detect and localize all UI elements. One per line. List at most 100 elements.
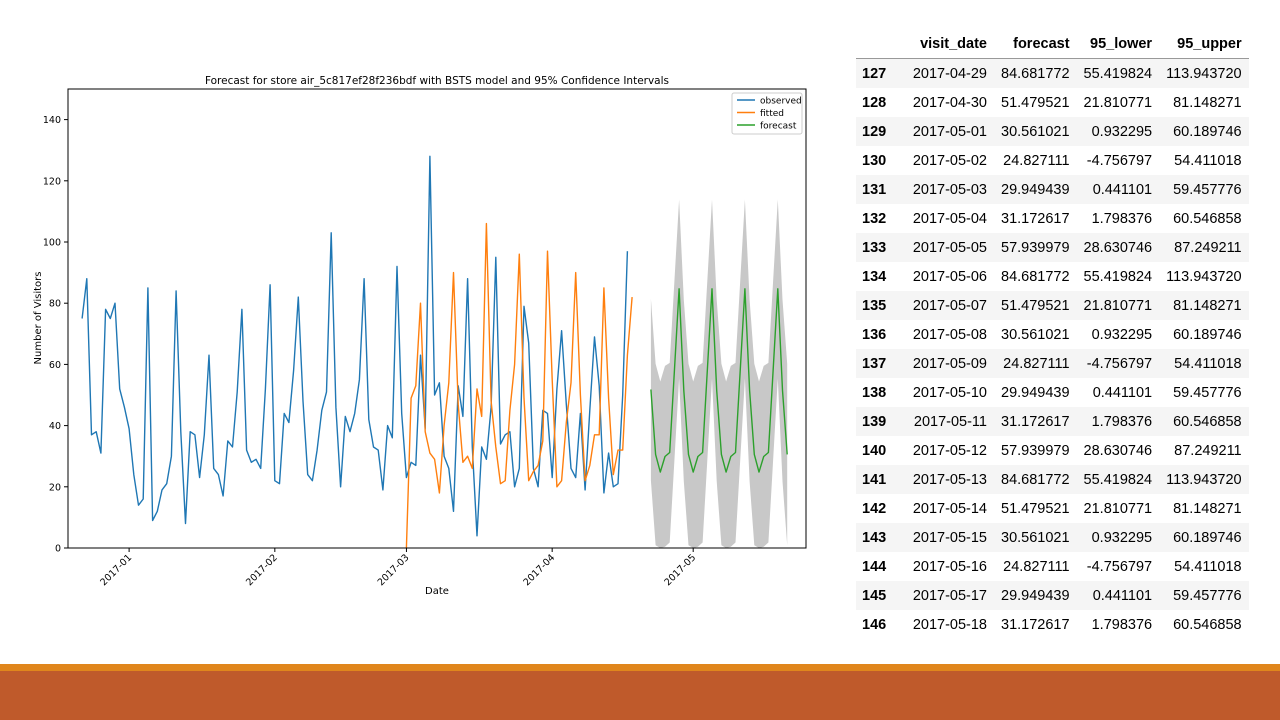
table-row: 138 2017-05-10 29.949439 0.441101 59.457776: [856, 378, 1249, 407]
legend-label-fitted: fitted: [760, 109, 784, 119]
table-row: 136 2017-05-08 30.561021 0.932295 60.189746: [856, 320, 1249, 349]
cell-95-lower: 21.810771: [1083, 500, 1153, 517]
cell-95-lower: 55.419824: [1083, 268, 1153, 285]
table-row: 143 2017-05-15 30.561021 0.932295 60.189746: [856, 523, 1249, 552]
cell-95-lower: 1.798376: [1091, 210, 1153, 227]
chart-title: Forecast for store air_5c817ef28f236bdf …: [205, 75, 669, 87]
cell-forecast: 30.561021: [1001, 326, 1070, 343]
cell-95-lower: 28.630746: [1083, 442, 1153, 459]
cell-95-lower: 0.932295: [1091, 123, 1153, 140]
cell-95-upper: 113.943720: [1166, 471, 1242, 488]
cell-95-lower: 21.810771: [1083, 94, 1153, 111]
row-index: 132: [862, 210, 887, 227]
cell-forecast: 24.827111: [1003, 558, 1070, 575]
x-tick-label: 2017-04: [521, 552, 557, 588]
cell-forecast: 57.939979: [1001, 239, 1070, 256]
row-index: 137: [862, 355, 887, 372]
row-index: 143: [862, 529, 887, 546]
cell-visit-date: 2017-05-08: [912, 326, 987, 343]
y-tick-label: 120: [43, 176, 61, 187]
y-tick-label: 20: [49, 482, 61, 493]
y-tick-label: 100: [43, 238, 61, 249]
cell-visit-date: 2017-05-01: [912, 123, 987, 140]
cell-95-upper: 54.411018: [1174, 355, 1242, 372]
table-row: 140 2017-05-12 57.939979 28.630746 87.249211: [856, 436, 1249, 465]
y-axis-label: Number of Visitors: [33, 272, 44, 365]
confidence-band: [650, 199, 788, 548]
cell-95-upper: 60.546858: [1173, 210, 1242, 227]
cell-visit-date: 2017-05-12: [912, 442, 987, 459]
cell-forecast: 30.561021: [1001, 529, 1070, 546]
chart-legend: observed fitted forecast: [731, 92, 803, 135]
cell-visit-date: 2017-05-04: [912, 210, 987, 227]
series-line-observed: [81, 155, 629, 537]
row-index: 127: [862, 65, 887, 82]
row-index: 131: [862, 181, 887, 198]
cell-95-lower: 0.441101: [1092, 181, 1153, 198]
table-row: 144 2017-05-16 24.827111 -4.756797 54.411018: [856, 552, 1249, 581]
table-row: 139 2017-05-11 31.172617 1.798376 60.546858: [856, 407, 1249, 436]
cell-visit-date: 2017-05-18: [912, 616, 987, 633]
cell-forecast: 51.479521: [1001, 500, 1070, 517]
cell-forecast: 29.949439: [1001, 587, 1070, 604]
cell-95-upper: 54.411018: [1174, 152, 1242, 169]
cell-95-upper: 81.148271: [1173, 297, 1242, 314]
cell-95-lower: 55.419824: [1083, 65, 1153, 82]
table-row: 133 2017-05-05 57.939979 28.630746 87.249211: [856, 233, 1249, 262]
cell-forecast: 29.949439: [1001, 181, 1070, 198]
row-index: 133: [862, 239, 887, 256]
cell-95-upper: 60.189746: [1173, 326, 1242, 343]
cell-95-upper: 59.457776: [1173, 384, 1242, 401]
cell-95-upper: 59.457776: [1173, 587, 1242, 604]
table-row: 145 2017-05-17 29.949439 0.441101 59.457776: [856, 581, 1249, 610]
cell-forecast: 24.827111: [1003, 355, 1070, 372]
cell-forecast: 51.479521: [1001, 94, 1070, 111]
cell-visit-date: 2017-05-14: [912, 500, 987, 517]
series-line-fitted: [405, 222, 633, 549]
cell-forecast: 30.561021: [1001, 123, 1070, 140]
y-tick-label: 40: [49, 421, 61, 432]
table-row: 128 2017-04-30 51.479521 21.810771 81.148271: [856, 88, 1249, 117]
x-axis-label: Date: [425, 586, 449, 597]
table-row: 129 2017-05-01 30.561021 0.932295 60.189746: [856, 117, 1249, 146]
cell-forecast: 31.172617: [1001, 413, 1070, 430]
row-index: 130: [862, 152, 887, 169]
cell-95-upper: 81.148271: [1173, 500, 1242, 517]
table-row: 131 2017-05-03 29.949439 0.441101 59.457776: [856, 175, 1249, 204]
y-tick-label: 60: [49, 360, 61, 371]
plot-frame: [67, 88, 807, 549]
table-row: 127 2017-04-29 84.681772 55.419824 113.94372…: [856, 58, 1249, 88]
row-index: 142: [862, 500, 887, 517]
row-index: 146: [862, 616, 887, 633]
header-95-lower: 95_lower: [1076, 29, 1160, 59]
x-tick-label: 2017-01: [98, 552, 134, 588]
cell-forecast: 57.939979: [1001, 442, 1070, 459]
cell-visit-date: 2017-04-30: [912, 94, 987, 111]
cell-95-lower: 21.810771: [1083, 297, 1153, 314]
table-row: 137 2017-05-09 24.827111 -4.756797 54.411018: [856, 349, 1249, 378]
row-index: 140: [862, 442, 887, 459]
forecast-table-wrap: visit_date forecast 95_lower 95_upper 12…: [856, 29, 1249, 639]
cell-forecast: 24.827111: [1003, 152, 1070, 169]
cell-forecast: 31.172617: [1001, 616, 1070, 633]
cell-visit-date: 2017-04-29: [912, 65, 987, 82]
cell-forecast: 51.479521: [1001, 297, 1070, 314]
cell-95-lower: -4.756797: [1086, 558, 1153, 575]
cell-visit-date: 2017-05-13: [912, 471, 987, 488]
cell-visit-date: 2017-05-09: [912, 355, 987, 372]
cell-forecast: 84.681772: [1001, 65, 1070, 82]
cell-visit-date: 2017-05-15: [912, 529, 987, 546]
slide-footer-band: [0, 671, 1280, 720]
cell-visit-date: 2017-05-07: [912, 297, 987, 314]
cell-forecast: 84.681772: [1001, 471, 1070, 488]
x-tick-label: 2017-02: [244, 552, 280, 588]
cell-95-upper: 54.411018: [1174, 558, 1242, 575]
legend-box: [731, 92, 803, 135]
cell-95-upper: 87.249211: [1174, 239, 1242, 256]
x-tick-label: 2017-03: [376, 552, 412, 588]
table-row: 134 2017-05-06 84.681772 55.419824 113.94372…: [856, 262, 1249, 291]
cell-visit-date: 2017-05-16: [912, 558, 987, 575]
cell-95-lower: -4.756797: [1086, 152, 1153, 169]
cell-95-upper: 81.148271: [1173, 94, 1242, 111]
series-line-forecast: [650, 288, 788, 473]
